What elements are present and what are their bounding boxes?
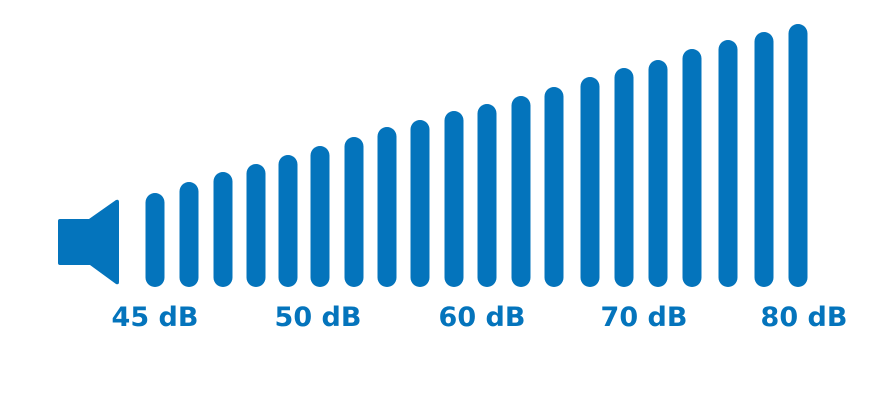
volume-bar — [614, 68, 634, 287]
volume-bar — [444, 111, 464, 287]
label-50-db: 50 dB — [275, 302, 362, 333]
label-80-db: 80 dB — [761, 302, 848, 333]
volume-bar — [377, 127, 397, 287]
label-70-db: 70 dB — [601, 302, 688, 333]
volume-bar — [544, 87, 564, 287]
volume-bar — [754, 32, 774, 287]
volume-bar — [246, 164, 266, 287]
volume-bar — [310, 146, 330, 287]
volume-bar — [788, 24, 808, 287]
volume-bar — [682, 49, 702, 287]
volume-bars — [145, 24, 808, 287]
volume-bar — [477, 104, 497, 287]
label-60-db: 60 dB — [439, 302, 526, 333]
volume-bar — [410, 120, 430, 287]
volume-bar — [179, 182, 199, 287]
volume-bar — [278, 155, 298, 287]
volume-bar — [511, 96, 531, 287]
label-45-db: 45 dB — [112, 302, 199, 333]
volume-bar — [580, 77, 600, 287]
speaker-icon — [58, 199, 119, 285]
volume-bar — [213, 172, 233, 287]
volume-bar — [344, 137, 364, 287]
volume-bar — [648, 60, 668, 287]
volume-bar — [718, 40, 738, 287]
volume-bar — [145, 193, 165, 287]
